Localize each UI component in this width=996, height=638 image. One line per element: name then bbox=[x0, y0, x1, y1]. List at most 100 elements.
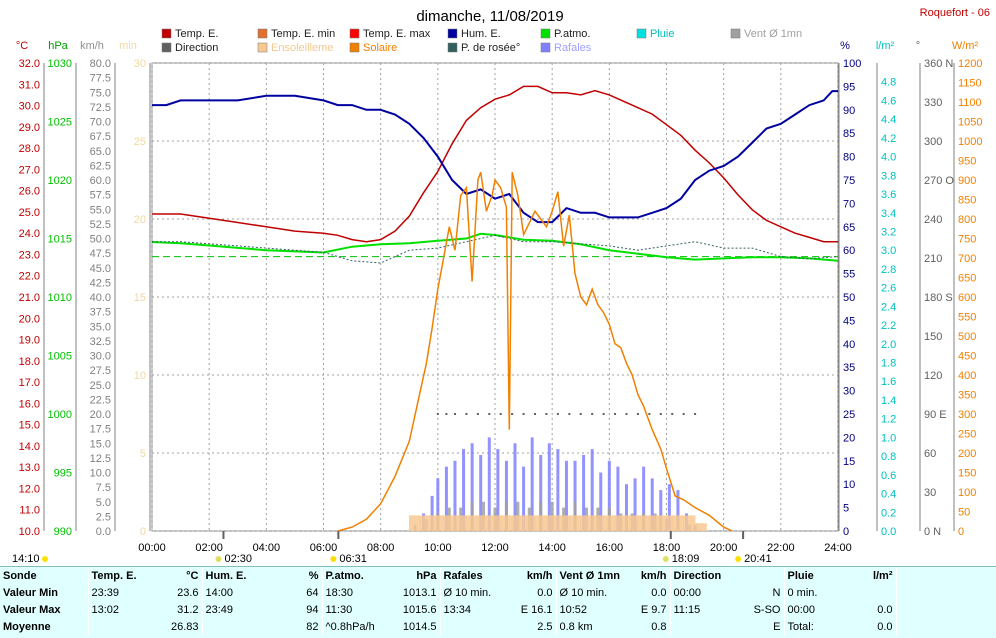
bar bbox=[569, 515, 582, 531]
stats-cell: 11:15 bbox=[669, 601, 732, 618]
day-marker-label: 20:41 bbox=[744, 553, 772, 565]
bar bbox=[603, 515, 616, 531]
tick-label: 1150 bbox=[958, 78, 982, 90]
tick-label: 2.6 bbox=[881, 283, 896, 295]
tick-label: 55.0 bbox=[90, 204, 111, 216]
tick-label: 1030 bbox=[48, 58, 72, 70]
stats-header-cell: % bbox=[308, 569, 319, 582]
legend-swatch bbox=[257, 42, 268, 53]
direction-dot bbox=[499, 413, 502, 415]
unit-label: min bbox=[119, 40, 137, 52]
stats-cell: 11:30 bbox=[321, 601, 378, 618]
bar bbox=[408, 515, 421, 531]
tick-label: 57.5 bbox=[90, 190, 111, 202]
tick-label: 29.0 bbox=[19, 122, 40, 134]
tick-label: 55 bbox=[843, 269, 855, 281]
bar bbox=[431, 515, 444, 531]
legend-swatch bbox=[730, 28, 741, 39]
tick-label: 67.5 bbox=[90, 131, 111, 143]
direction-dot bbox=[579, 413, 582, 415]
unit-label: ° bbox=[916, 40, 920, 52]
tick-label: 180 S bbox=[924, 292, 953, 304]
x-tick-label: 02:00 bbox=[195, 542, 223, 554]
tick-label: 62.5 bbox=[90, 160, 111, 172]
tick-label: 210 bbox=[924, 253, 942, 265]
chart-title: dimanche, 11/08/2019 bbox=[416, 8, 563, 25]
stats-cell: 0.8 km bbox=[555, 618, 622, 635]
stats-cell: 14:00 bbox=[201, 584, 262, 601]
tick-label: 4.0 bbox=[881, 152, 896, 164]
direction-dot bbox=[694, 413, 697, 415]
bar bbox=[513, 443, 517, 531]
tick-label: 22.5 bbox=[90, 394, 111, 406]
x-tick-label: 18:00 bbox=[653, 542, 681, 554]
bar bbox=[676, 490, 680, 531]
stats-panel: Sonde Temp. E. °C Hum. E.% P.atmo. hPa Rafales… bbox=[0, 566, 996, 638]
tick-label: 35 bbox=[843, 362, 855, 374]
stats-header-cell: km/h bbox=[526, 569, 553, 582]
stats-header-cell: Direction bbox=[669, 567, 732, 584]
stats-header-cell: Vent Ø 1mn bbox=[555, 567, 622, 584]
bar bbox=[444, 466, 448, 531]
bar bbox=[453, 460, 457, 531]
direction-dot bbox=[522, 413, 525, 415]
day-marker-label: 06:31 bbox=[339, 553, 367, 565]
tick-label: 75.0 bbox=[90, 87, 111, 99]
grid bbox=[151, 62, 839, 532]
tick-label: 16.0 bbox=[19, 398, 40, 410]
tick-label: 1100 bbox=[958, 97, 982, 109]
stats-header-cell: km/h bbox=[640, 569, 667, 582]
tick-label: 17.0 bbox=[19, 377, 40, 389]
stats-cell: 13:34 bbox=[439, 601, 502, 618]
bar bbox=[477, 515, 490, 531]
tick-label: 52.5 bbox=[90, 219, 111, 231]
tick-label: 77.5 bbox=[90, 73, 111, 85]
tick-label: 27.0 bbox=[19, 164, 40, 176]
stats-cell: 00:00 bbox=[669, 584, 732, 601]
tick-label: 2.8 bbox=[881, 264, 896, 276]
bar-series bbox=[408, 437, 707, 531]
tick-label: 30.0 bbox=[90, 351, 111, 363]
tick-label: 65.0 bbox=[90, 146, 111, 158]
direction-dot bbox=[453, 413, 456, 415]
stats-row-label: Valeur Min bbox=[3, 586, 59, 599]
stats-header-row: Sonde Temp. E. °C Hum. E.% P.atmo. hPa Rafales… bbox=[0, 567, 996, 584]
bar bbox=[614, 515, 627, 531]
legend-swatch bbox=[161, 28, 172, 39]
bar bbox=[504, 460, 508, 531]
stats-cell: 23:49 bbox=[201, 601, 262, 618]
bar bbox=[420, 515, 433, 531]
tick-label: 20.0 bbox=[19, 313, 40, 325]
stats-cell: E bbox=[773, 620, 781, 633]
tick-label: 19.0 bbox=[19, 335, 40, 347]
tick-label: 450 bbox=[958, 351, 976, 363]
stats-cell: Ø 10 min. bbox=[555, 584, 622, 601]
stats-header-cell: Hum. E. bbox=[201, 567, 262, 584]
tick-label: 90 bbox=[843, 105, 855, 117]
legend-label: Temp. E. min bbox=[271, 28, 335, 40]
tick-label: 65 bbox=[843, 222, 855, 234]
stats-row-label: Moyenne bbox=[3, 620, 51, 633]
tick-label: 24.0 bbox=[19, 228, 40, 240]
direction-dot bbox=[648, 413, 651, 415]
bar bbox=[511, 515, 524, 531]
x-tick-label: 06:00 bbox=[310, 542, 338, 554]
tick-label: 45.0 bbox=[90, 263, 111, 275]
x-tick-label: 00:00 bbox=[138, 542, 166, 554]
bar bbox=[659, 490, 663, 531]
tick-label: 35.0 bbox=[90, 321, 111, 333]
bar bbox=[470, 443, 474, 531]
bar bbox=[500, 515, 513, 531]
legend-label: P. de rosée° bbox=[461, 42, 520, 54]
stats-header-cell: P.atmo. bbox=[321, 567, 378, 584]
stats-cell: N bbox=[772, 586, 781, 599]
axis-units: °C hPa km/h min% l/m² ° W/m² bbox=[16, 40, 979, 52]
bar bbox=[599, 472, 603, 531]
legend-swatch bbox=[161, 42, 172, 53]
legend-swatch bbox=[349, 28, 360, 39]
direction-dot bbox=[445, 413, 448, 415]
tick-label: 10 bbox=[843, 479, 855, 491]
bar bbox=[462, 449, 466, 531]
stats-body: Sonde Temp. E. °C Hum. E.% P.atmo. hPa Rafales… bbox=[0, 567, 996, 635]
stats-cell: 13:02 bbox=[87, 601, 150, 618]
